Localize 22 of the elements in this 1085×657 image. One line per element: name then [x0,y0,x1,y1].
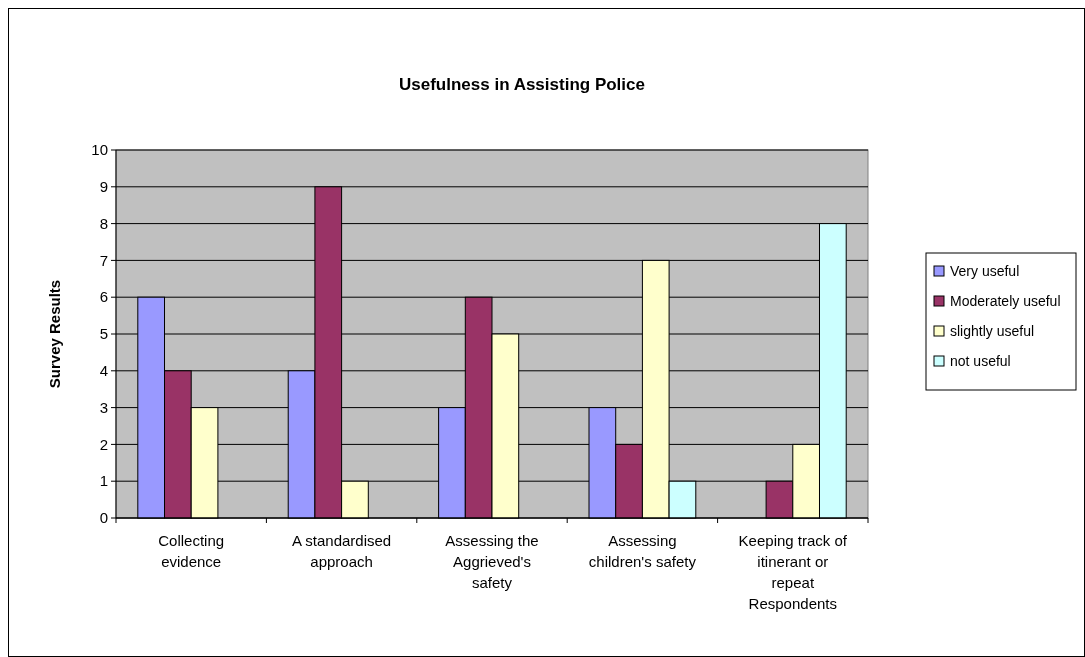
y-tick-label: 3 [99,398,108,416]
y-tick-label: 7 [99,251,108,269]
x-tick-label: Collecting evidence [158,532,225,570]
legend-label: slightly useful [950,322,1035,339]
x-tick-label: A standardised approach [291,532,392,570]
y-tick-label: 2 [99,435,108,453]
legend-label: Moderately useful [950,292,1061,309]
y-tick-label: 5 [99,325,108,343]
legend-label: not useful [950,352,1011,369]
y-tick-label: 8 [99,214,108,232]
chart-title: Usefulness in Assisting Police [399,75,645,94]
x-tick-label: Assessing the Aggrieved's safety [445,532,539,591]
y-tick-label: 10 [91,141,108,159]
y-tick-label: 6 [99,288,108,306]
y-tick-label: 0 [99,509,108,527]
y-axis-title: Survey Results [46,279,63,389]
x-tick-label: Assessing children's safety [588,532,697,570]
x-tick-label: Keeping track of itinerant or repeat Respondents [738,532,848,612]
y-tick-label: 1 [99,472,108,490]
legend-label: Very useful [950,262,1020,279]
y-tick-label: 4 [99,362,108,380]
y-tick-label: 9 [99,178,108,196]
